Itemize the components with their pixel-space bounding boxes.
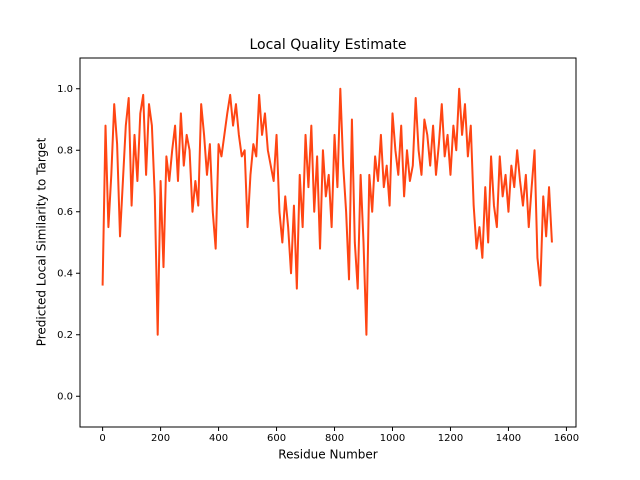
- x-tick-label: 1000: [380, 433, 405, 444]
- y-axis-label: Predicted Local Similarity to Target: [35, 137, 49, 346]
- plot-frame: [79, 57, 577, 428]
- x-axis-label: Residue Number: [278, 448, 377, 462]
- y-tick-label: 1.0: [57, 84, 73, 95]
- y-tick-label: 0.8: [57, 145, 73, 156]
- x-tick-label: 1400: [496, 433, 521, 444]
- y-tick-label: 0.2: [57, 330, 73, 341]
- x-tick-label: 800: [325, 433, 344, 444]
- x-tick-label: 0: [99, 433, 105, 444]
- x-tick-label: 400: [209, 433, 228, 444]
- x-tick-label: 200: [151, 433, 170, 444]
- y-tick-label: 0.4: [57, 268, 73, 279]
- y-tick-label: 0.6: [57, 207, 73, 218]
- x-tick-label: 1600: [554, 433, 579, 444]
- chart-title: Local Quality Estimate: [249, 37, 406, 53]
- y-tick-label: 0.0: [57, 391, 73, 402]
- x-tick-label: 600: [267, 433, 286, 444]
- x-tick-label: 1200: [438, 433, 463, 444]
- data-line: [101, 87, 553, 336]
